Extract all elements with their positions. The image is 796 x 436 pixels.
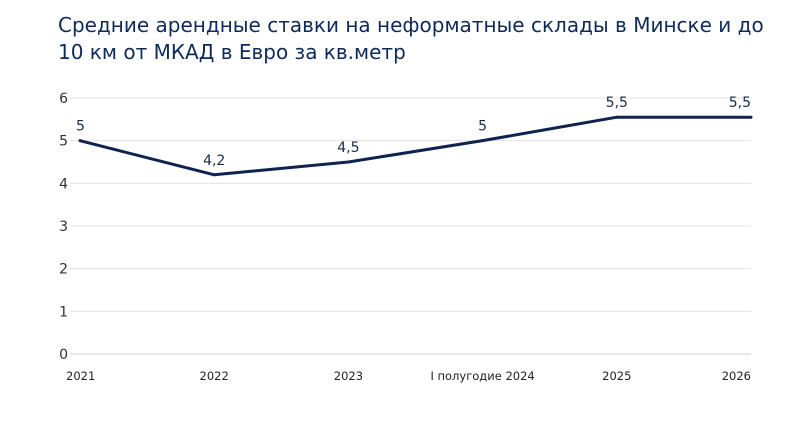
x-tick-label: 2022	[200, 369, 229, 383]
data-label: 5	[76, 119, 85, 135]
y-tick-label: 5	[59, 134, 68, 150]
x-tick-label: 2023	[334, 369, 363, 383]
data-point	[481, 139, 485, 143]
data-point	[78, 139, 82, 143]
data-point	[346, 160, 350, 164]
data-label: 5,5	[729, 95, 751, 111]
y-tick-label: 6	[59, 91, 68, 107]
y-tick-label: 2	[59, 262, 68, 278]
data-label: 5	[478, 119, 487, 135]
x-tick-label: I полугодие 2024	[430, 369, 534, 383]
data-point	[749, 115, 753, 119]
data-label: 4,5	[337, 140, 359, 156]
y-tick-label: 1	[59, 304, 68, 320]
y-tick-label: 3	[59, 219, 68, 235]
x-tick-label: 2026	[722, 369, 751, 383]
series-line	[79, 115, 751, 177]
data-point	[615, 115, 619, 119]
x-tick-label: 2021	[66, 369, 95, 383]
data-label: 4,2	[203, 153, 225, 169]
y-tick-label: 4	[59, 176, 68, 192]
y-tick-label: 0	[59, 347, 68, 363]
chart-title: Средние арендные ставки на неформатные с…	[58, 13, 764, 64]
data-point	[212, 173, 216, 177]
x-tick-label: 2025	[602, 369, 631, 383]
data-label: 5,5	[606, 95, 628, 111]
